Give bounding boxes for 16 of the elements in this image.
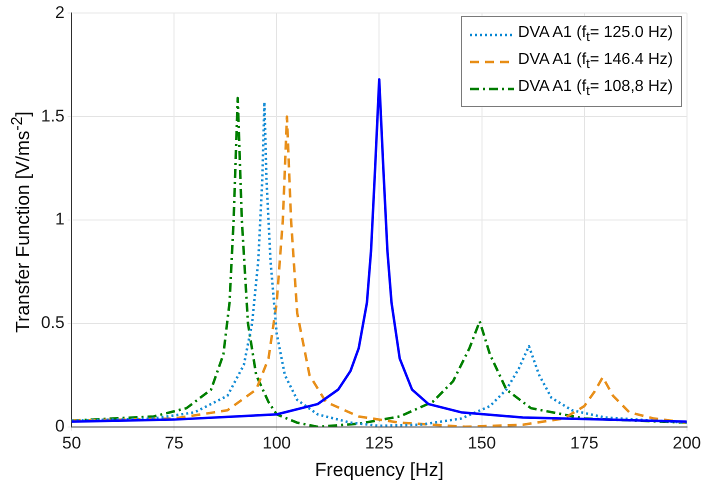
- x-tick-label: 100: [262, 434, 291, 453]
- legend-label: DVA A1 (f$_{t}$= 146.4 Hz): [518, 51, 673, 72]
- x-tick-label: 150: [468, 434, 496, 453]
- y-tick-label: 0.5: [40, 313, 65, 332]
- x-axis-title: Frequency [Hz]: [314, 460, 444, 481]
- x-tick-label: 50: [62, 434, 82, 453]
- y-tick-label: 1: [55, 210, 65, 229]
- x-tick-label: 125: [365, 434, 394, 453]
- x-tick-label: 175: [570, 434, 598, 453]
- legend-label: DVA A1 (f$_{t}$= 125.0 Hz): [518, 24, 673, 45]
- y-tick-label: 1.5: [40, 106, 65, 126]
- y-tick-label: 0: [55, 416, 65, 436]
- x-tick-label: 75: [164, 434, 184, 453]
- legend-label: DVA A1 (f$_{t}$= 108,8 Hz): [518, 78, 673, 99]
- y-tick-label: 2: [55, 2, 65, 22]
- x-tick-label: 200: [672, 434, 702, 453]
